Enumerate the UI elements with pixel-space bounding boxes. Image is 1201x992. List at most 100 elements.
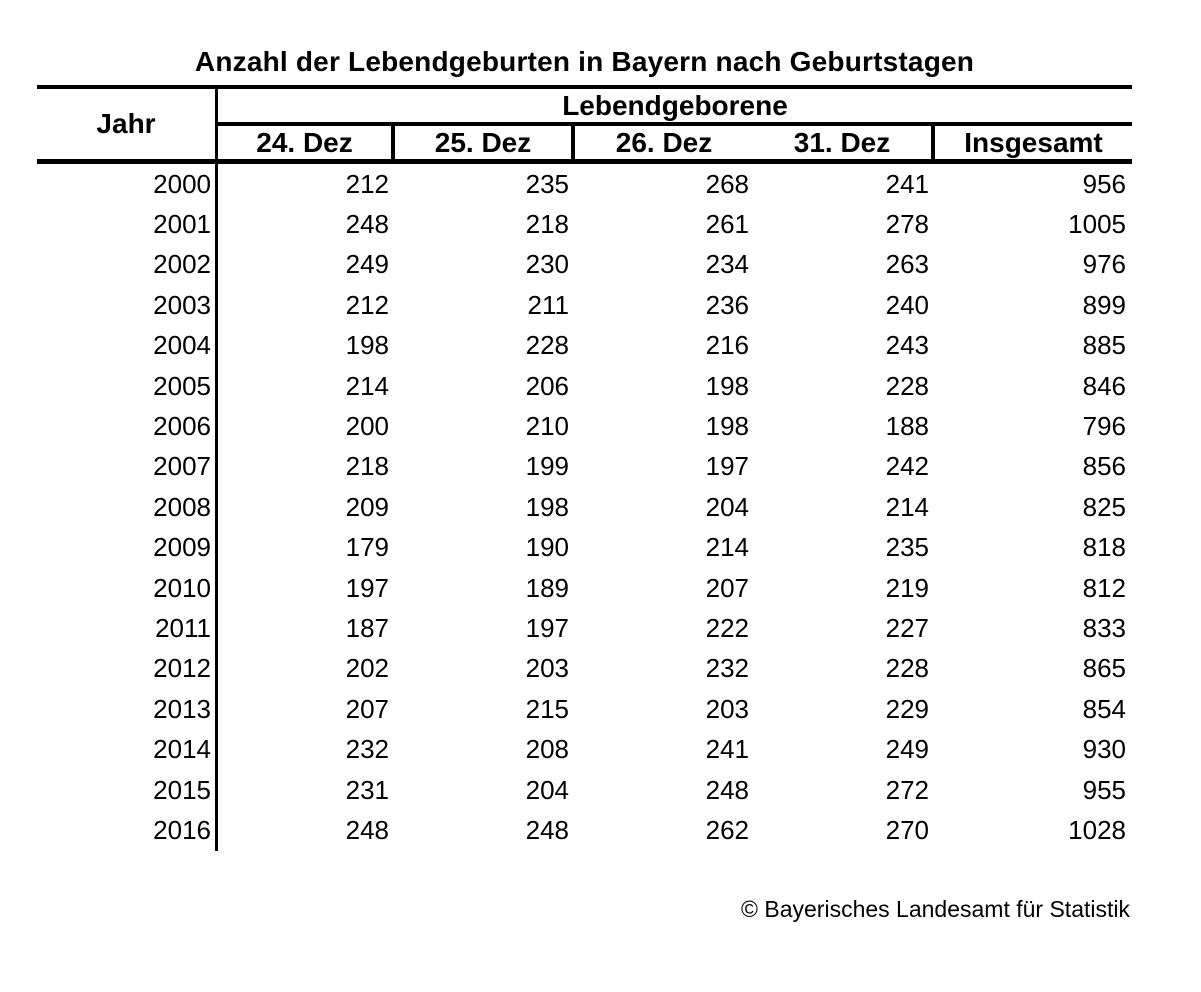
table-row: 2016 248 248 262 270 1028 <box>37 810 1132 851</box>
value-cell: 197 <box>345 572 389 603</box>
table-row: 2011 187 197 222 227 833 <box>37 608 1132 649</box>
table-row: 2013 207 215 203 229 854 <box>37 689 1132 730</box>
value-cell: 248 <box>705 774 749 805</box>
total-cell: 1028 <box>1068 814 1126 845</box>
value-cell: 263 <box>885 249 929 280</box>
table-row: 2005 214 206 198 228 846 <box>37 365 1132 407</box>
column-header-31-dez: 31. Dez <box>793 126 891 158</box>
value-cell: 208 <box>525 734 569 765</box>
value-cell: 214 <box>885 491 929 522</box>
column-header-26-31-dez: 26. Dez 31. Dez <box>575 126 935 159</box>
value-cell: 236 <box>705 289 749 320</box>
year-cell: 2010 <box>37 567 218 609</box>
total-cell: 1005 <box>1068 209 1126 240</box>
value-cell: 248 <box>525 814 569 845</box>
value-cell: 214 <box>705 532 749 563</box>
year-cell: 2007 <box>37 446 218 488</box>
table-row: 2006 200 210 198 188 796 <box>37 406 1132 447</box>
value-cell: 198 <box>705 411 749 442</box>
value-cell: 204 <box>525 774 569 805</box>
value-cell: 219 <box>885 572 929 603</box>
value-cell: 218 <box>525 209 569 240</box>
year-cell: 2004 <box>37 325 218 366</box>
table-row: 2008 209 198 204 214 825 <box>37 487 1132 528</box>
births-table: Jahr Lebendgeborene 24. Dez 25. Dez 26. … <box>37 85 1132 851</box>
value-cell: 241 <box>705 734 749 765</box>
value-cell: 243 <box>885 330 929 361</box>
year-cell: 2003 <box>37 285 218 326</box>
value-cell: 216 <box>705 330 749 361</box>
value-cell: 272 <box>885 774 929 805</box>
value-cell: 197 <box>705 451 749 482</box>
total-cell: 930 <box>1082 734 1126 765</box>
value-cell: 230 <box>525 249 569 280</box>
table-row: 2010 197 189 207 219 812 <box>37 567 1132 609</box>
value-cell: 210 <box>525 411 569 442</box>
value-cell: 179 <box>345 532 389 563</box>
value-cell: 199 <box>525 451 569 482</box>
copyright-footer: © Bayerisches Landesamt für Statistik <box>741 896 1130 922</box>
total-cell: 825 <box>1082 491 1126 522</box>
value-cell: 234 <box>705 249 749 280</box>
value-cell: 228 <box>885 370 929 401</box>
value-cell: 209 <box>345 491 389 522</box>
value-cell: 249 <box>345 249 389 280</box>
value-cell: 198 <box>345 330 389 361</box>
value-cell: 240 <box>885 289 929 320</box>
value-cell: 235 <box>885 532 929 563</box>
value-cell: 189 <box>525 572 569 603</box>
table-body: 2000 212 235 268 241 956 2001 248 218 261 278 1005 2… <box>37 159 1132 851</box>
table-row: 2001 248 218 261 278 1005 <box>37 204 1132 245</box>
column-header-24-dez: 24. Dez <box>218 126 395 159</box>
total-cell: 854 <box>1082 693 1126 724</box>
value-cell: 248 <box>345 814 389 845</box>
table-header: Jahr Lebendgeborene 24. Dez 25. Dez 26. … <box>37 85 1132 159</box>
group-header: Lebendgeborene <box>218 89 1132 126</box>
value-cell: 242 <box>885 451 929 482</box>
value-cell: 187 <box>345 612 389 643</box>
value-cell: 204 <box>705 491 749 522</box>
value-cell: 248 <box>345 209 389 240</box>
total-cell: 818 <box>1082 532 1126 563</box>
value-cell: 262 <box>705 814 749 845</box>
table-row: 2002 249 230 234 263 976 <box>37 244 1132 286</box>
value-cell: 278 <box>885 209 929 240</box>
value-cell: 235 <box>525 168 569 199</box>
year-cell: 2015 <box>37 769 218 811</box>
value-cell: 228 <box>525 330 569 361</box>
table-row: 2009 179 190 214 235 818 <box>37 527 1132 568</box>
table-row: 2003 212 211 236 240 899 <box>37 285 1132 326</box>
value-cell: 211 <box>527 289 569 320</box>
value-cell: 229 <box>885 693 929 724</box>
year-column-header: Jahr <box>37 89 218 159</box>
total-cell: 976 <box>1082 249 1126 280</box>
value-cell: 270 <box>885 814 929 845</box>
total-cell: 796 <box>1082 411 1126 442</box>
value-cell: 268 <box>705 168 749 199</box>
total-cell: 812 <box>1082 572 1126 603</box>
year-cell: 2011 <box>37 608 218 649</box>
year-cell: 2002 <box>37 244 218 286</box>
value-cell: 203 <box>705 693 749 724</box>
total-cell: 956 <box>1082 168 1126 199</box>
value-cell: 227 <box>885 612 929 643</box>
value-cell: 231 <box>345 774 389 805</box>
year-cell: 2008 <box>37 487 218 528</box>
total-cell: 865 <box>1082 653 1126 684</box>
value-cell: 198 <box>525 491 569 522</box>
value-cell: 212 <box>345 289 389 320</box>
page-title: Anzahl der Lebendgeburten in Bayern nach… <box>194 46 975 77</box>
table-row: 2015 231 204 248 272 955 <box>37 769 1132 811</box>
total-cell: 846 <box>1082 370 1126 401</box>
total-cell: 899 <box>1082 289 1126 320</box>
value-cell: 212 <box>345 168 389 199</box>
table-row: 2000 212 235 268 241 956 <box>37 164 1132 205</box>
value-cell: 206 <box>525 370 569 401</box>
year-cell: 2006 <box>37 406 218 447</box>
column-header-26-dez: 26. Dez <box>615 126 713 158</box>
value-cell: 203 <box>525 653 569 684</box>
total-cell: 885 <box>1082 330 1126 361</box>
column-header-25-dez: 25. Dez <box>395 126 575 159</box>
value-cell: 249 <box>885 734 929 765</box>
year-cell: 2013 <box>37 689 218 730</box>
